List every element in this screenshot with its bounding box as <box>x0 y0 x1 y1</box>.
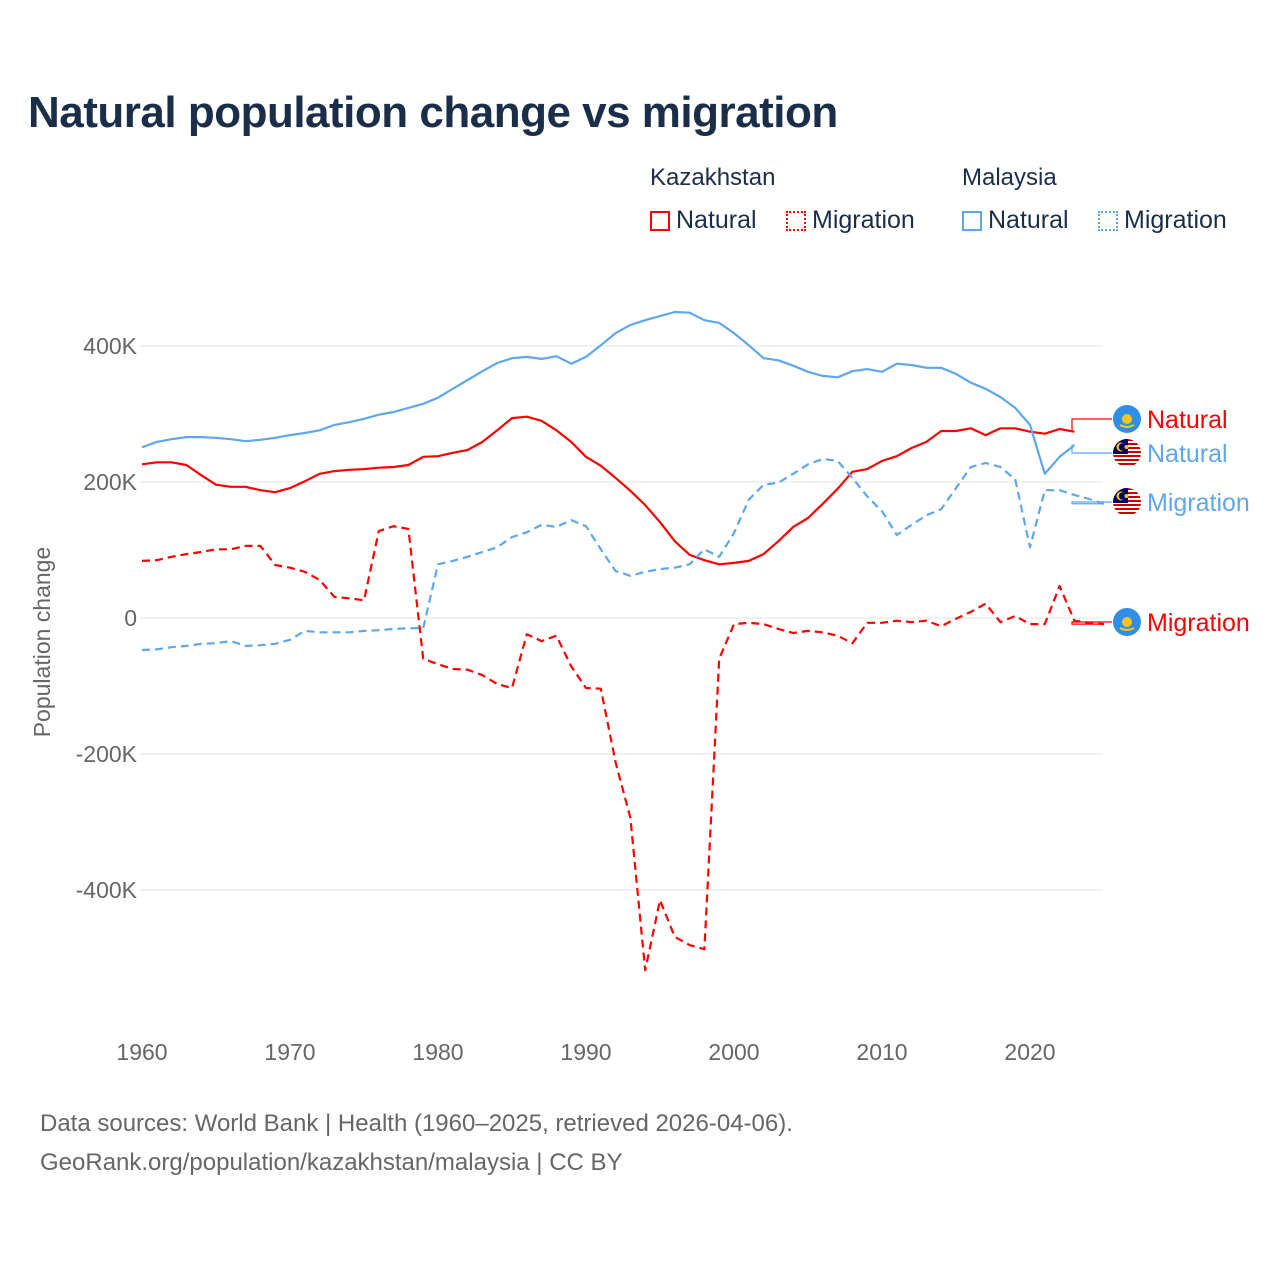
flag-stripe <box>1113 463 1141 465</box>
legend-malaysia-migration[interactable]: Migration <box>1098 206 1227 235</box>
y-tick-label: 200K <box>83 469 137 495</box>
legend-label: Natural <box>676 206 757 234</box>
leader-line <box>1071 444 1112 454</box>
flag-body <box>1113 439 1141 467</box>
legend-kazakhstan-natural[interactable]: Natural <box>650 206 757 235</box>
series-line-malaysia-migration <box>141 457 1105 652</box>
y-tick-label: -400K <box>76 877 138 903</box>
x-tick-label: 1980 <box>412 1039 463 1065</box>
malaysia-flag-icon <box>1113 488 1141 516</box>
footer-link[interactable]: GeoRank.org/population/kazakhstan/malays… <box>40 1149 623 1176</box>
flag-stripe <box>1113 455 1141 457</box>
kazakhstan-flag-icon <box>1113 405 1141 433</box>
flag-stripe <box>1113 459 1141 461</box>
leader-line <box>1071 418 1112 433</box>
flag-stripe <box>1113 512 1141 514</box>
flag-star <box>1124 445 1129 449</box>
flag-crescent-cut <box>1118 443 1127 451</box>
end-label-kazakhstan-migration: Migration <box>1147 609 1250 637</box>
y-tick-label: 0 <box>124 605 137 631</box>
y-tick-label: -200K <box>76 741 138 767</box>
x-tick-label: 1970 <box>264 1039 315 1065</box>
legend-malaysia-natural[interactable]: Natural <box>962 206 1069 235</box>
flag-eagle <box>1119 424 1135 428</box>
legend-swatch <box>962 210 982 231</box>
flag-crescent-cut <box>1118 492 1127 500</box>
legend-group-kazakhstan: Kazakhstan <box>650 164 776 191</box>
legend-swatch <box>786 210 806 231</box>
flag-body <box>1113 488 1141 516</box>
legend-swatch <box>1098 210 1118 231</box>
flag-stripe <box>1113 508 1141 510</box>
series-line-kazakhstan-natural <box>141 415 1075 566</box>
x-tick-label: 1960 <box>116 1039 167 1065</box>
malaysia-flag-icon <box>1113 439 1141 467</box>
flag-star <box>1124 494 1129 498</box>
flag-eagle <box>1119 627 1135 631</box>
leader-line <box>1071 621 1112 625</box>
chart-title: Natural population change vs migration <box>28 88 838 137</box>
x-tick-label: 2000 <box>708 1039 759 1065</box>
leader-line <box>1071 501 1112 505</box>
flag-sun <box>1122 617 1132 627</box>
series-line-malaysia-natural <box>141 310 1076 475</box>
flag-sun <box>1122 414 1132 424</box>
legend-swatch <box>650 210 670 231</box>
y-axis-label: Population change <box>29 547 55 738</box>
legend-label: Migration <box>812 206 915 234</box>
kazakhstan-flag-icon <box>1113 608 1141 636</box>
y-tick-label: 400K <box>83 333 137 359</box>
x-tick-label: 2020 <box>1004 1039 1055 1065</box>
legend-kazakhstan-migration[interactable]: Migration <box>786 206 915 235</box>
x-tick-label: 1990 <box>560 1039 611 1065</box>
flag-stripe <box>1113 504 1141 506</box>
legend-label: Natural <box>988 206 1069 234</box>
x-tick-label: 2010 <box>856 1039 907 1065</box>
legend-group-malaysia: Malaysia <box>962 164 1057 191</box>
footer-sources: Data sources: World Bank | Health (1960–… <box>40 1110 793 1137</box>
end-label-malaysia-migration: Migration <box>1147 489 1250 517</box>
end-label-kazakhstan-natural: Natural <box>1147 406 1228 434</box>
series-line-kazakhstan-migration <box>141 525 1105 972</box>
legend-label: Migration <box>1124 206 1227 234</box>
end-label-malaysia-natural: Natural <box>1147 440 1228 468</box>
